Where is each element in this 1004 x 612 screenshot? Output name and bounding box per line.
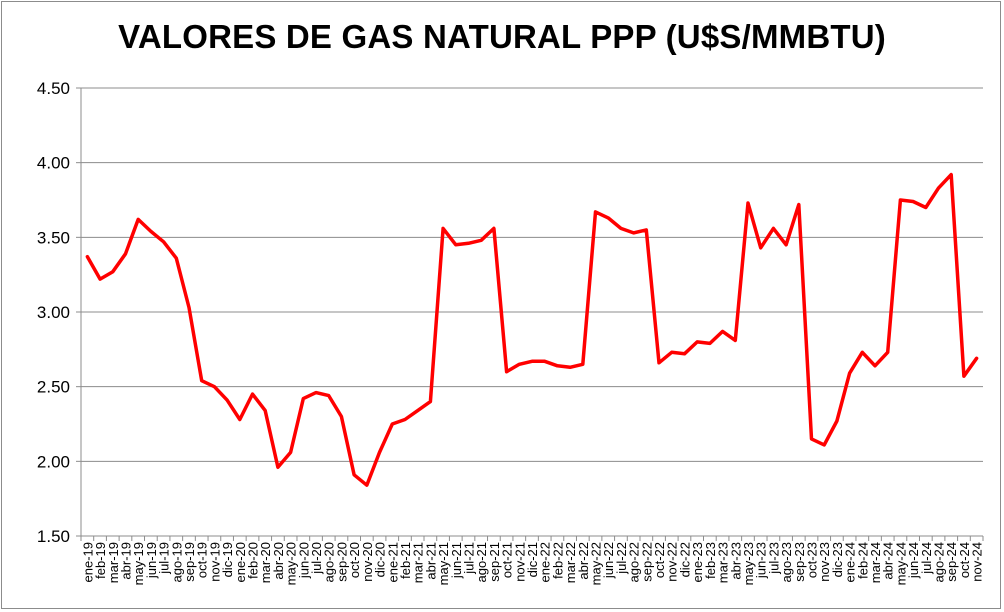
x-tick-label: mar-20: [258, 542, 273, 583]
x-tick-label: sep-22: [639, 542, 654, 582]
x-tick-label: mar-22: [563, 542, 578, 583]
x-tick-label: feb-23: [703, 542, 718, 579]
x-tick-label: oct-22: [652, 542, 667, 578]
x-tick-label: ene-21: [385, 542, 400, 582]
x-tick-label: ene-23: [690, 542, 705, 582]
x-tick-label: sep-23: [792, 542, 807, 582]
x-tick-label: ago-20: [322, 542, 337, 582]
y-tick-label: 1.50: [37, 527, 70, 546]
x-tick-label: jun-21: [449, 542, 464, 579]
x-tick-label: abr-23: [728, 542, 743, 580]
x-tick-label: may-19: [131, 542, 146, 585]
y-axis-tick-labels: 1.50 2.00 2.50 3.00 3.50 4.00 4.50: [37, 79, 70, 546]
x-tick-label: dic-21: [525, 542, 540, 577]
x-tick-label: jul-23: [766, 542, 781, 575]
x-tick-label: may-20: [284, 542, 299, 585]
x-tick-label: abr-22: [576, 542, 591, 580]
x-tick-label: ene-24: [843, 542, 858, 582]
x-tick-label: may-24: [893, 542, 908, 585]
x-tick-label: sep-24: [944, 542, 959, 582]
x-tick-label: feb-21: [398, 542, 413, 579]
x-tick-label: dic-22: [677, 542, 692, 577]
y-tick-label: 3.50: [37, 228, 70, 247]
x-tick-label: dic-20: [373, 542, 388, 577]
x-tick-label: ago-19: [169, 542, 184, 582]
x-tick-label: jun-19: [144, 542, 159, 579]
x-tick-label: jul-24: [919, 542, 934, 575]
y-tick-label: 4.50: [37, 79, 70, 98]
x-tick-label: oct-19: [195, 542, 210, 578]
y-tick-label: 3.00: [37, 303, 70, 322]
x-tick-label: ene-22: [538, 542, 553, 582]
x-tick-label: ene-19: [80, 542, 95, 582]
x-tick-label: jun-23: [754, 542, 769, 579]
x-tick-label: jul-22: [614, 542, 629, 575]
x-tick-label: abr-20: [271, 542, 286, 580]
x-tick-label: jun-20: [296, 542, 311, 579]
x-tick-label: nov-24: [970, 542, 985, 582]
x-tick-label: ago-24: [932, 542, 947, 582]
x-tick-label: mar-21: [411, 542, 426, 583]
x-tick-label: dic-19: [220, 542, 235, 577]
x-tick-label: abr-24: [881, 542, 896, 580]
x-tick-label: jul-21: [461, 542, 476, 575]
x-tick-label: sep-19: [182, 542, 197, 582]
x-tick-label: mar-24: [868, 542, 883, 583]
x-tick-label: ago-23: [779, 542, 794, 582]
y-tick-label: 2.00: [37, 452, 70, 471]
x-tick-label: may-22: [589, 542, 604, 585]
x-tick-label: sep-20: [334, 542, 349, 582]
x-tick-label: nov-21: [512, 542, 527, 582]
y-tick-label: 4.00: [37, 154, 70, 173]
x-tick-label: sep-21: [487, 542, 502, 582]
x-tick-label: abr-19: [118, 542, 133, 580]
x-tick-label: feb-19: [93, 542, 108, 579]
x-tick-label: nov-19: [207, 542, 222, 582]
series: [85, 172, 979, 487]
chart-title: VALORES DE GAS NATURAL PPP (U$S/MMBTU): [118, 18, 886, 55]
x-tick-label: abr-21: [423, 542, 438, 580]
series-line: [85, 172, 979, 487]
x-tick-label: nov-23: [817, 542, 832, 582]
x-tick-label: may-23: [741, 542, 756, 585]
x-tick-label: jul-19: [157, 542, 172, 575]
x-tick-label: ago-21: [474, 542, 489, 582]
x-tick-label: jul-20: [309, 542, 324, 575]
x-axis-tick-labels: ene-19feb-19mar-19abr-19may-19jun-19jul-…: [80, 542, 984, 585]
x-tick-label: nov-22: [665, 542, 680, 582]
x-tick-label: jun-22: [601, 542, 616, 579]
x-tick-label: feb-20: [246, 542, 261, 579]
x-tick-label: ene-20: [233, 542, 248, 582]
x-tick-label: oct-20: [347, 542, 362, 578]
x-tick-label: dic-23: [830, 542, 845, 577]
x-tick-label: mar-23: [716, 542, 731, 583]
x-tick-label: mar-19: [106, 542, 121, 583]
gridlines: [81, 87, 983, 537]
x-tick-label: oct-24: [957, 542, 972, 578]
x-tick-label: may-21: [436, 542, 451, 585]
x-tick-label: feb-24: [855, 542, 870, 579]
x-tick-label: jun-24: [906, 542, 921, 579]
x-tick-label: oct-21: [500, 542, 515, 578]
y-tick-label: 2.50: [37, 378, 70, 397]
x-tick-label: nov-20: [360, 542, 375, 582]
axes: [76, 87, 984, 541]
x-tick-label: feb-22: [550, 542, 565, 579]
x-tick-label: ago-22: [627, 542, 642, 582]
x-tick-label: oct-23: [804, 542, 819, 578]
